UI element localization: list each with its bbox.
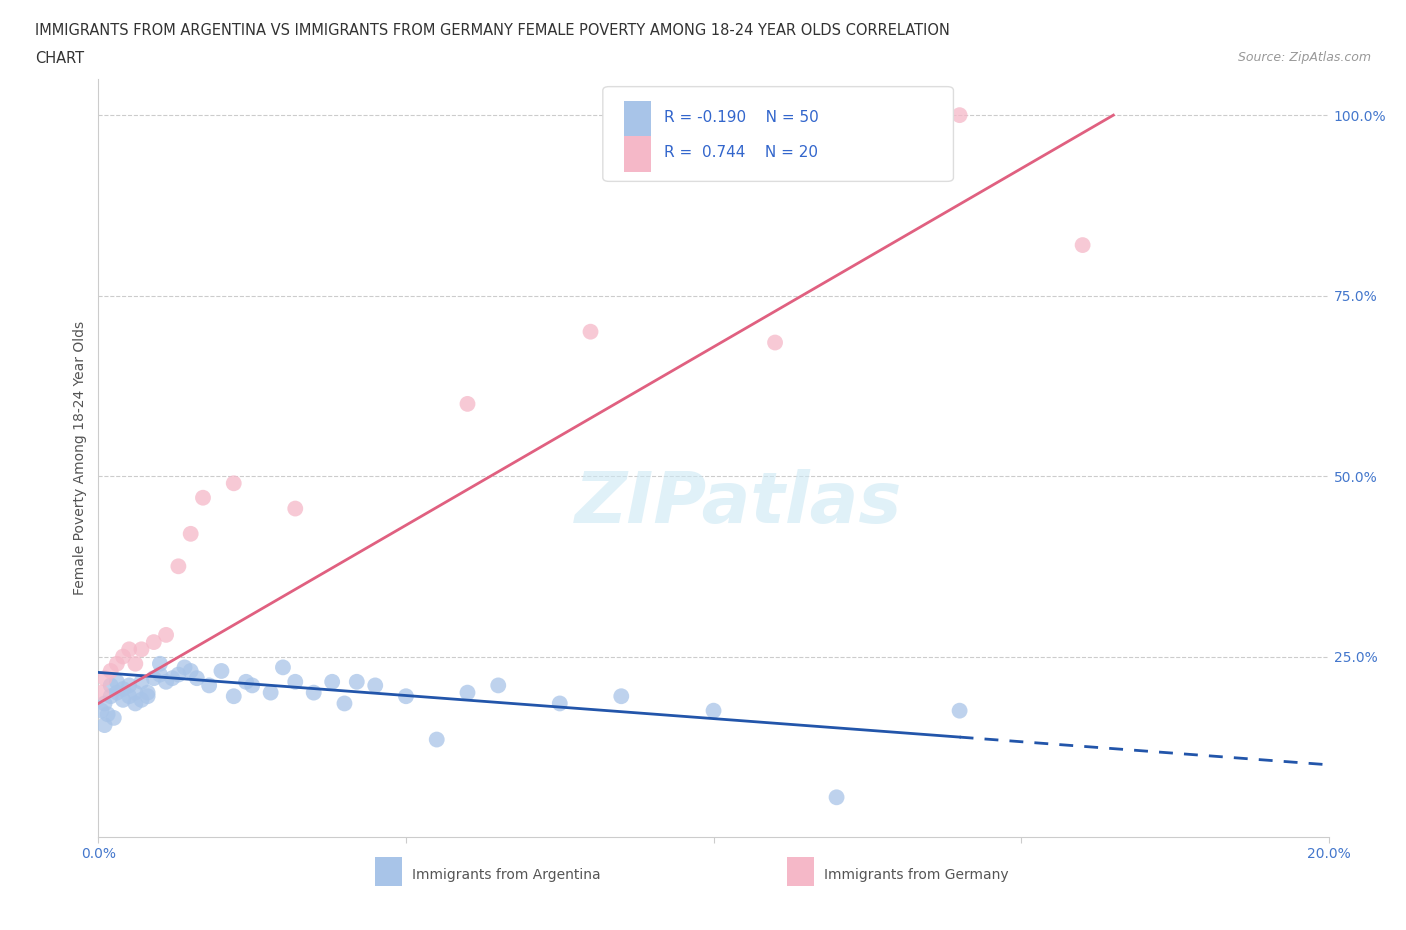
Point [548, 696, 571, 711]
Point [155, 628, 177, 643]
Point [93, 671, 115, 685]
Point [271, 660, 294, 675]
Point [703, 703, 725, 718]
Point [222, 476, 245, 491]
Text: R = -0.190    N = 50: R = -0.190 N = 50 [665, 110, 820, 126]
Point [118, 689, 141, 704]
Point [100, 663, 122, 678]
Text: IMMIGRANTS FROM ARGENTINA VS IMMIGRANTS FROM GERMANY FEMALE POVERTY AMONG 18-24 : IMMIGRANTS FROM ARGENTINA VS IMMIGRANTS … [35, 23, 950, 38]
Point [167, 559, 190, 574]
Point [112, 693, 135, 708]
Point [105, 674, 128, 689]
Text: Source: ZipAtlas.com: Source: ZipAtlas.com [1237, 51, 1371, 64]
Point [235, 674, 257, 689]
Point [610, 689, 633, 704]
Point [162, 671, 183, 685]
Point [456, 685, 478, 700]
Point [222, 689, 245, 704]
Point [97, 707, 120, 722]
Point [105, 657, 128, 671]
Text: Immigrants from Germany: Immigrants from Germany [824, 868, 1010, 882]
Point [240, 678, 263, 693]
Point [131, 693, 153, 708]
Point [949, 108, 972, 123]
Point [124, 696, 146, 711]
Point [346, 674, 368, 689]
Point [321, 674, 343, 689]
Point [105, 685, 128, 700]
Point [180, 526, 202, 541]
FancyBboxPatch shape [624, 136, 651, 172]
Point [486, 678, 509, 693]
Point [284, 501, 307, 516]
Point [112, 649, 135, 664]
Text: ZIPatlas: ZIPatlas [575, 469, 901, 538]
Point [100, 678, 122, 693]
Point [1071, 238, 1094, 253]
Point [118, 678, 141, 693]
Y-axis label: Female Poverty Among 18-24 Year Olds: Female Poverty Among 18-24 Year Olds [73, 321, 87, 595]
Point [191, 490, 214, 505]
Point [142, 671, 165, 685]
Point [302, 685, 325, 700]
Point [180, 663, 202, 678]
FancyBboxPatch shape [603, 86, 953, 181]
Point [93, 718, 115, 733]
Point [90, 703, 112, 718]
Point [395, 689, 418, 704]
Point [149, 667, 172, 682]
Point [284, 674, 307, 689]
Point [364, 678, 387, 693]
Point [136, 689, 159, 704]
Point [93, 696, 115, 711]
Point [333, 696, 356, 711]
Point [949, 703, 972, 718]
Point [131, 674, 153, 689]
Point [155, 674, 177, 689]
Point [90, 685, 112, 700]
Point [124, 657, 146, 671]
Point [825, 790, 848, 804]
Point [198, 678, 221, 693]
Point [167, 667, 190, 682]
Point [186, 671, 208, 685]
FancyBboxPatch shape [375, 857, 402, 886]
FancyBboxPatch shape [787, 857, 814, 886]
Point [112, 682, 135, 697]
Point [260, 685, 283, 700]
Text: Immigrants from Argentina: Immigrants from Argentina [412, 868, 600, 882]
Point [456, 396, 478, 411]
Point [149, 657, 172, 671]
Point [173, 660, 195, 675]
Point [118, 642, 141, 657]
Point [211, 663, 233, 678]
Point [426, 732, 449, 747]
Text: R =  0.744    N = 20: R = 0.744 N = 20 [665, 145, 818, 160]
Point [131, 642, 153, 657]
Point [579, 325, 602, 339]
FancyBboxPatch shape [624, 101, 651, 138]
Point [103, 711, 125, 725]
Point [100, 689, 122, 704]
Text: CHART: CHART [35, 51, 84, 66]
Point [142, 634, 165, 649]
Point [763, 335, 786, 350]
Point [124, 685, 146, 700]
Point [136, 685, 159, 700]
